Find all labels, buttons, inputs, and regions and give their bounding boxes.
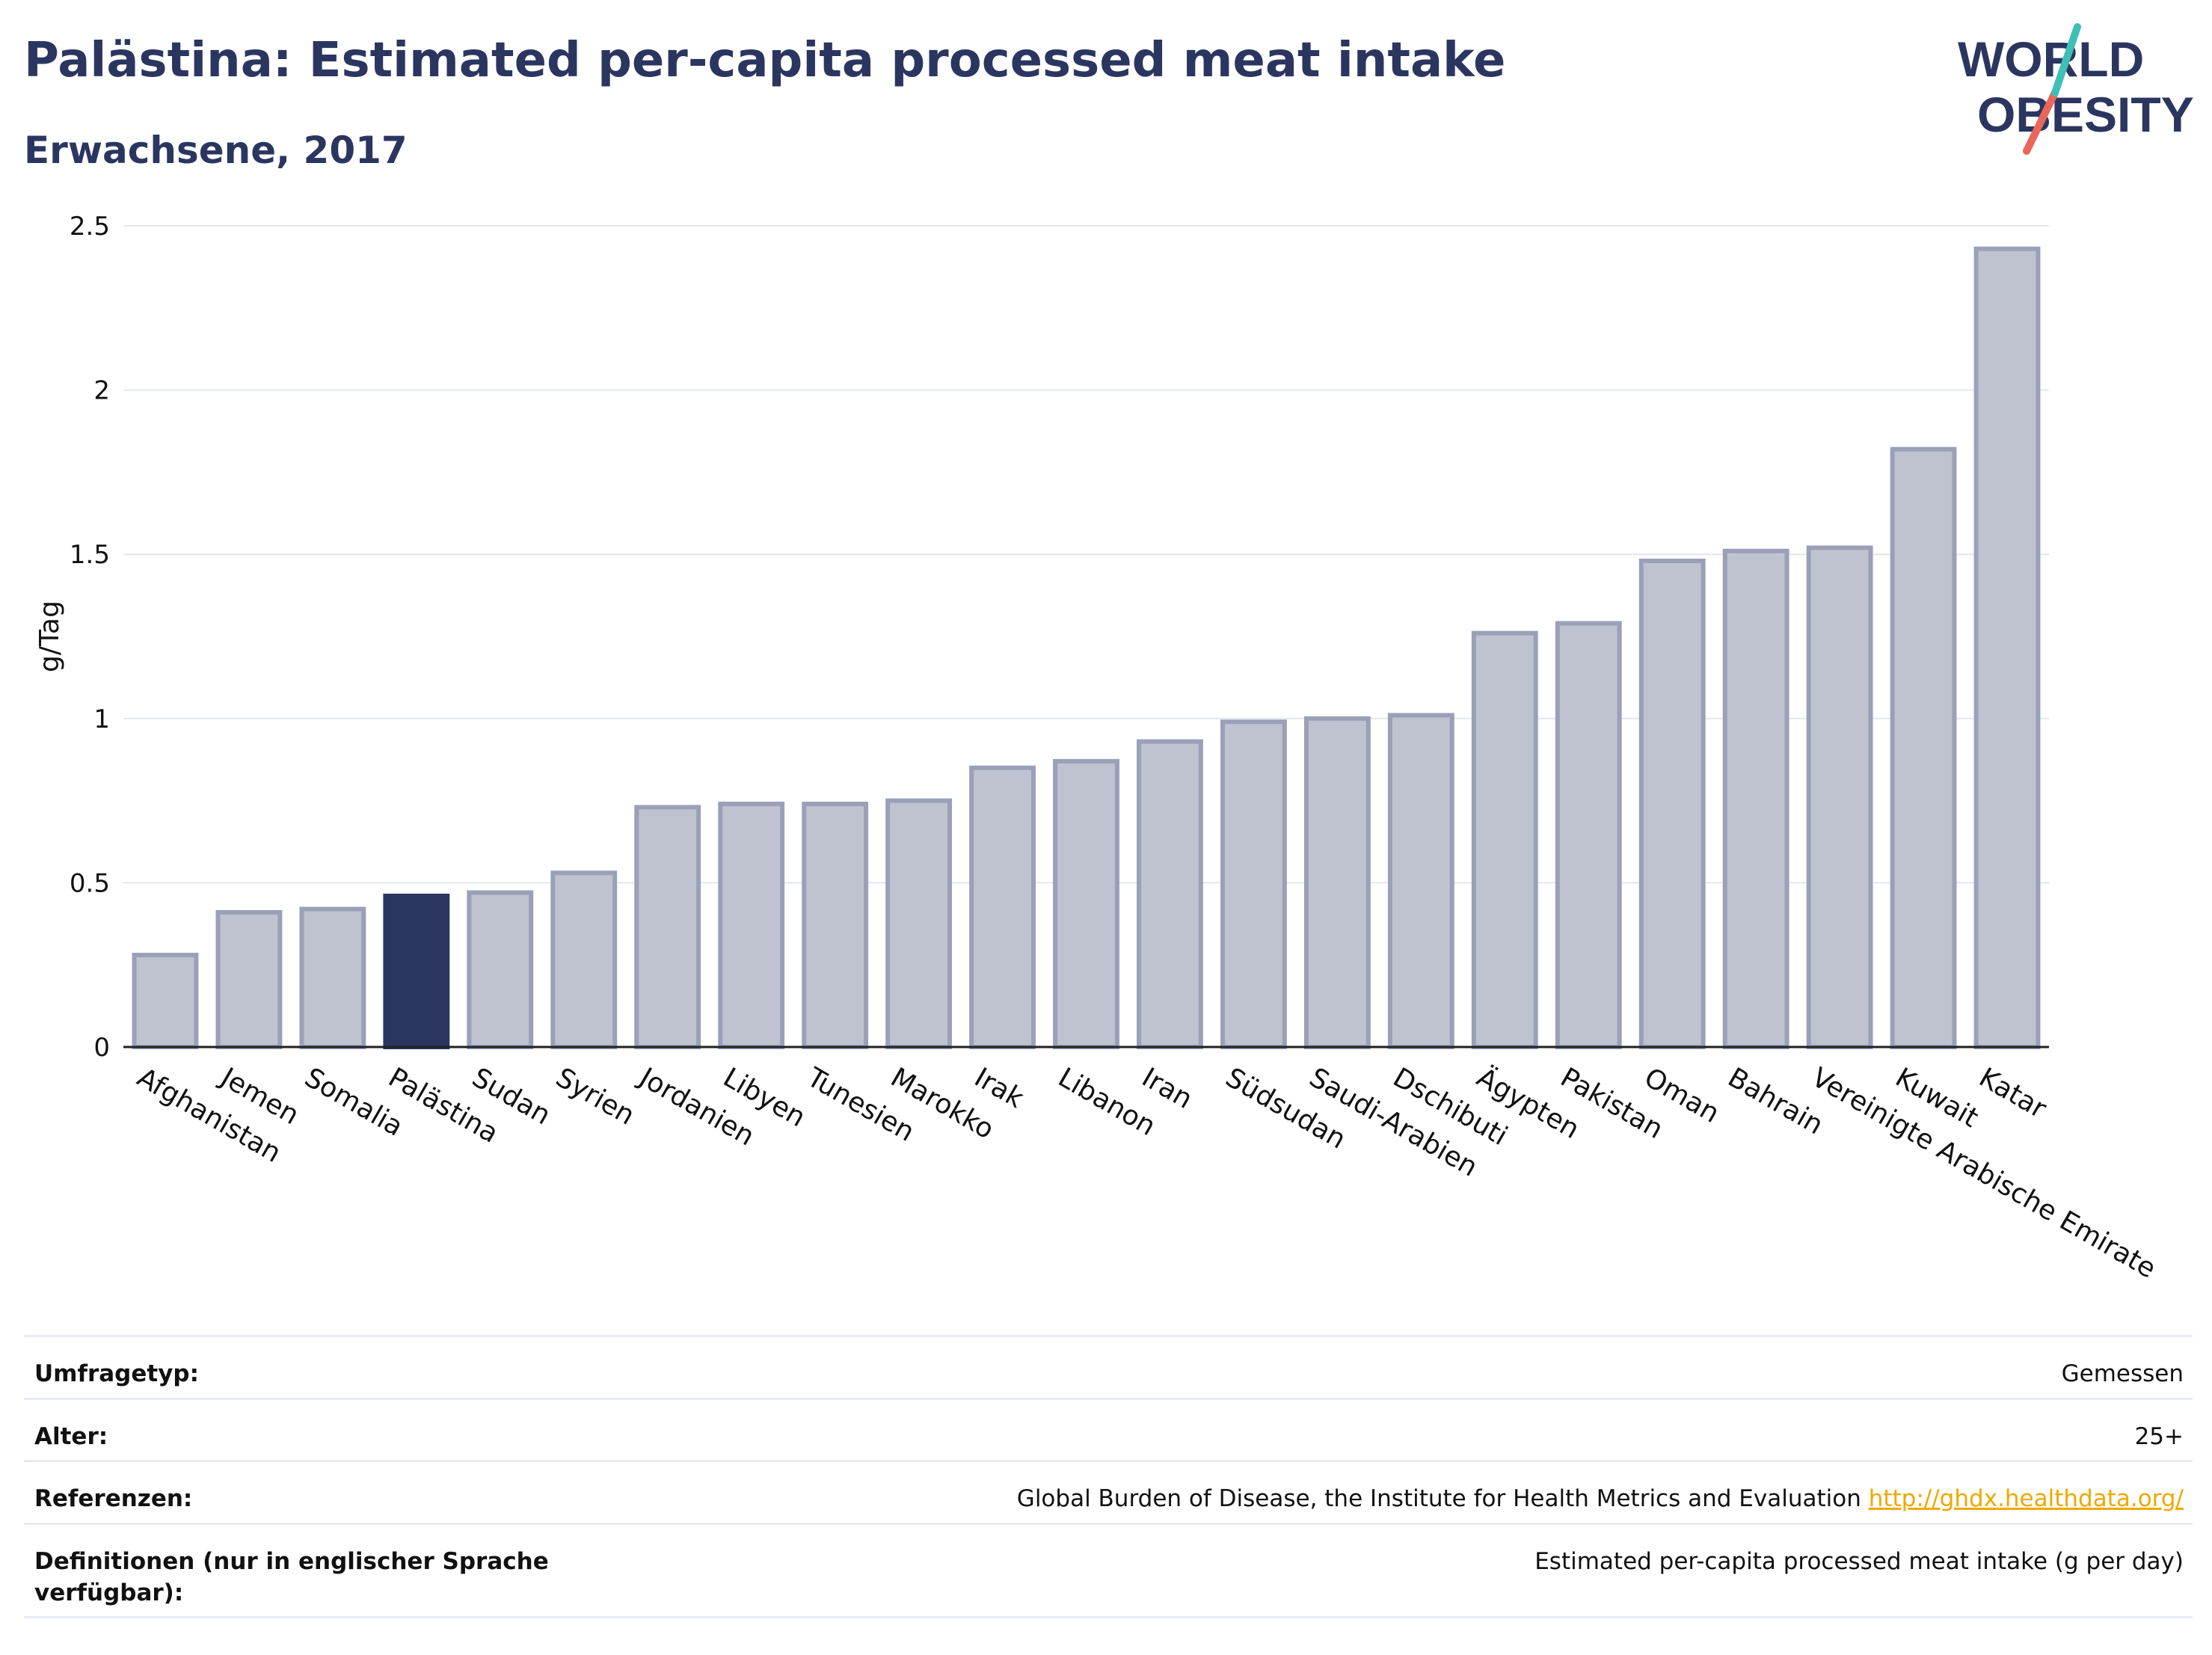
bar-dschibuti <box>1387 713 1454 1050</box>
y-axis-ticks: 0 0.5 1 1.5 2 2.5 <box>70 212 110 1063</box>
logo-slash-red <box>2023 89 2059 155</box>
bar-palästina <box>383 893 450 1050</box>
bar-tunesien <box>802 801 869 1049</box>
bar-saudi-arabien <box>1303 716 1371 1049</box>
bar-oman <box>1638 558 1706 1049</box>
definitions-value: Estimated per-capita processed meat inta… <box>1534 1548 2184 1575</box>
y-tick-label: 0.5 <box>70 868 110 898</box>
meta-row-definitions: Definitionen (nur in englischer Sprache … <box>24 1523 2193 1618</box>
bar-irak <box>969 765 1036 1050</box>
age-value: 25+ <box>2134 1423 2184 1450</box>
references-value: Global Burden of Disease, the Institute … <box>1017 1483 2184 1514</box>
x-tick-label: Katar <box>1974 1062 2052 1125</box>
meta-row-age: Alter: 25+ <box>24 1398 2193 1460</box>
bar-chart: 0 0.5 1 1.5 2 2.5 AfghanistanJemenSomaliaPalä… <box>34 212 2161 1285</box>
bar-libanon <box>1053 758 1119 1049</box>
x-tick-label: Syrien <box>550 1062 639 1131</box>
chart-title: Palästina: Estimated per-capita processe… <box>24 33 1506 88</box>
references-text: Global Burden of Disease, the Institute … <box>1016 1485 1861 1512</box>
survey-type-label: Umfragetyp: <box>34 1360 199 1387</box>
x-axis-labels: AfghanistanJemenSomaliaPalästinaSudanSyr… <box>132 1061 2160 1284</box>
y-tick-label: 1.5 <box>70 540 110 570</box>
bar-sudan <box>467 890 534 1050</box>
bar-südsudan <box>1220 719 1287 1050</box>
references-label: Referenzen: <box>34 1485 193 1512</box>
meta-row-survey: Umfragetyp: Gemessen <box>24 1335 2193 1398</box>
survey-type-value: Gemessen <box>2061 1360 2184 1387</box>
bar-katar <box>1973 246 2041 1049</box>
bar-pakistan <box>1555 621 1622 1049</box>
x-tick-label: Bahrain <box>1723 1062 1828 1140</box>
bar-ägypten <box>1471 630 1538 1049</box>
y-tick-label: 1 <box>93 704 110 734</box>
bar-libyen <box>718 801 785 1049</box>
meta-row-references: Referenzen: Global Burden of Disease, th… <box>24 1460 2193 1523</box>
bars <box>132 246 2041 1050</box>
y-tick-label: 0 <box>93 1033 110 1063</box>
world-obesity-logo: WORLD OBESITY <box>1958 23 2194 155</box>
bar-afghanistan <box>132 953 199 1050</box>
bar-somalia <box>299 906 366 1050</box>
bar-syrien <box>550 871 618 1049</box>
bar-jemen <box>215 909 283 1049</box>
logo-line2: OBESITY <box>1977 87 2194 142</box>
age-label: Alter: <box>34 1423 108 1450</box>
bar-bahrain <box>1722 548 1789 1049</box>
y-axis-label: g/Tag <box>34 601 65 672</box>
x-tick-label: Vereinigte Arabische Emirate <box>1807 1062 2161 1284</box>
bar-marokko <box>885 798 953 1049</box>
y-tick-label: 2.5 <box>70 212 110 242</box>
logo-line1: WORLD <box>1958 31 2144 87</box>
metadata-table: Umfragetyp: Gemessen Alter: 25+ Referenz… <box>24 1335 2193 1618</box>
bar-jordanien <box>634 805 701 1050</box>
bar-kuwait <box>1890 446 1957 1049</box>
bar-vereinigte-arabische-emirate <box>1806 545 1873 1049</box>
y-tick-label: 2 <box>93 376 110 406</box>
definitions-label: Definitionen (nur in englischer Sprache … <box>34 1548 549 1606</box>
chart-subtitle: Erwachsene, 2017 <box>24 129 408 172</box>
bar-iran <box>1137 739 1203 1049</box>
references-link[interactable]: http://ghdx.healthdata.org/ <box>1868 1485 2184 1512</box>
logo-slash-teal <box>2051 23 2081 96</box>
